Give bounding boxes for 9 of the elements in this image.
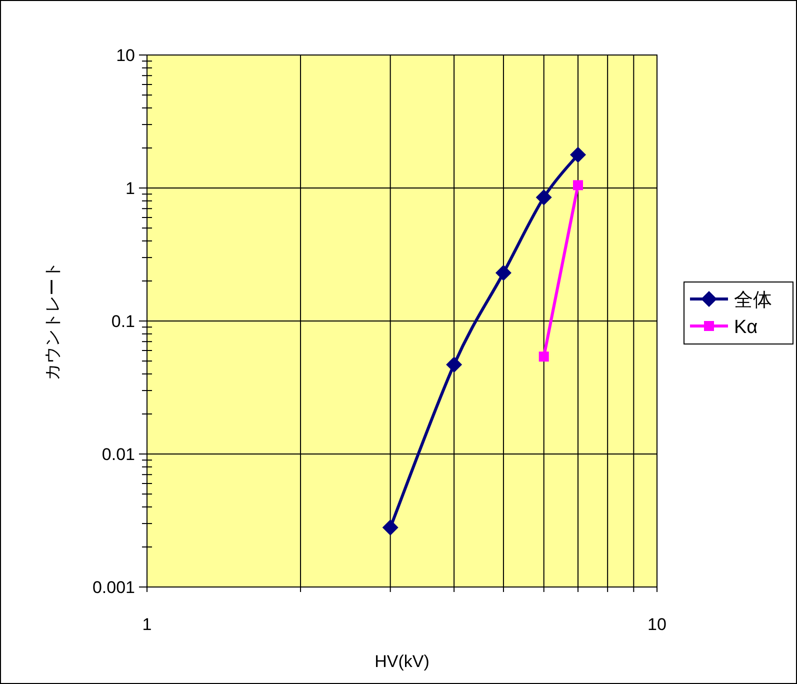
x-axis-title: HV(kV) [374,652,430,671]
y-tick-label: 0.01 [102,445,135,464]
legend-label: 全体 [734,290,772,311]
y-axis-title: カウントレート [43,262,62,380]
legend-label: Kα [734,317,758,338]
y-tick-label: 0.001 [92,578,135,597]
y-tick-label: 1 [126,179,135,198]
y-tick-label: 0.1 [111,312,135,331]
y-tick-label: 10 [116,46,135,65]
